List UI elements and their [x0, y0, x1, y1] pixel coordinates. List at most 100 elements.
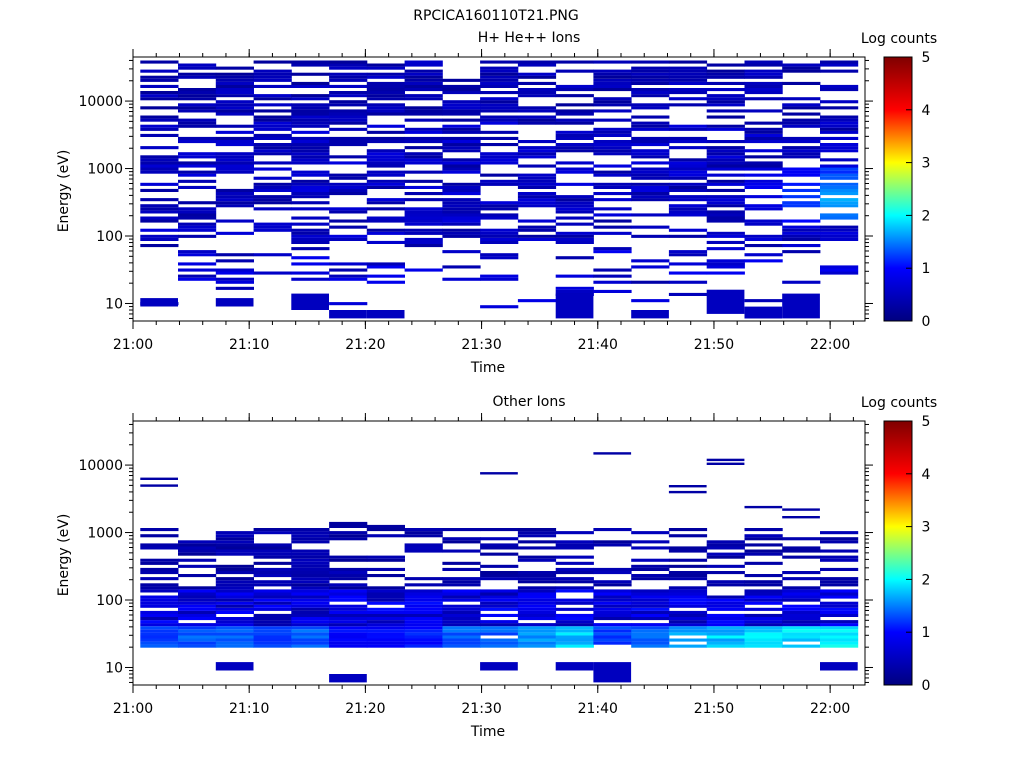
data-cell — [820, 69, 859, 73]
data-cell — [140, 164, 179, 168]
data-cell — [253, 592, 292, 596]
data-cell — [593, 617, 632, 621]
data-cell — [480, 537, 519, 541]
data-cell — [253, 543, 292, 547]
data-cell — [366, 94, 405, 98]
data-cell — [631, 589, 670, 593]
data-cell — [517, 531, 557, 535]
data-cell — [517, 644, 557, 648]
data-cell — [706, 458, 745, 462]
data-cell — [631, 91, 670, 95]
data-cell — [404, 136, 443, 140]
data-cell — [744, 219, 783, 223]
data-cell — [215, 662, 254, 671]
data-cell — [668, 595, 708, 599]
data-cell — [329, 613, 368, 617]
data-cell — [329, 574, 368, 578]
data-cell — [480, 72, 519, 76]
data-cell — [178, 558, 217, 562]
data-cell — [517, 607, 557, 611]
data-cell — [178, 552, 217, 556]
data-cell — [593, 632, 632, 636]
data-cell — [593, 231, 632, 235]
data-cell — [329, 188, 368, 192]
data-cell — [480, 69, 519, 73]
data-cell — [140, 60, 179, 64]
data-cell — [253, 617, 292, 621]
data-cell — [215, 567, 254, 571]
data-cell — [291, 237, 330, 241]
data-cell — [593, 118, 632, 122]
data-cell — [555, 201, 594, 205]
data-cell — [291, 586, 330, 590]
data-cell — [706, 234, 745, 238]
data-cell — [442, 136, 481, 140]
data-cell — [178, 185, 217, 189]
data-cell — [820, 558, 859, 562]
data-cell — [178, 72, 217, 76]
data-cell — [555, 143, 594, 147]
data-cell — [178, 543, 217, 547]
data-cell — [555, 237, 594, 241]
data-cell — [329, 234, 368, 238]
data-cell — [820, 231, 859, 235]
data-cell — [178, 121, 217, 125]
data-cell — [291, 595, 330, 599]
data-cell — [140, 632, 179, 636]
data-cell — [442, 198, 481, 202]
data-cell — [253, 103, 292, 107]
data-cell — [291, 112, 330, 116]
data-cell — [215, 586, 254, 590]
data-cell — [820, 577, 859, 581]
data-cell — [329, 176, 368, 180]
data-cell — [593, 100, 632, 104]
data-cell — [215, 78, 254, 82]
data-cell — [442, 234, 481, 238]
data-cell — [140, 477, 178, 480]
data-cell — [744, 69, 783, 73]
data-cell — [555, 84, 594, 88]
data-cell — [517, 586, 557, 590]
data-cell — [706, 604, 745, 608]
data-cell — [178, 210, 217, 214]
data-cell — [253, 641, 292, 645]
data-cell — [782, 97, 821, 101]
data-cell — [404, 97, 443, 101]
data-cell — [668, 164, 708, 168]
data-cell — [593, 607, 632, 611]
data-cell — [329, 262, 368, 266]
data-cell — [215, 620, 254, 624]
data-cell — [253, 632, 292, 636]
data-cell — [253, 97, 292, 101]
data-cell — [631, 225, 670, 229]
data-cell — [291, 626, 330, 630]
data-cell — [668, 571, 708, 575]
data-cell — [291, 623, 330, 627]
colorbar-tick-label: 4 — [922, 467, 931, 483]
data-cell — [442, 130, 481, 134]
data-cell — [404, 88, 443, 92]
data-cell — [706, 571, 745, 575]
data-cell — [178, 75, 217, 79]
data-cell — [329, 219, 368, 223]
data-cell — [291, 620, 330, 624]
data-cell — [668, 610, 708, 614]
data-cell — [140, 598, 179, 602]
data-cell — [329, 192, 368, 196]
data-cell — [480, 604, 519, 608]
data-cell — [820, 124, 859, 128]
data-cell — [404, 210, 443, 214]
data-cell — [668, 140, 708, 144]
data-cell — [706, 607, 745, 611]
data-cell — [593, 182, 632, 186]
data-cell — [215, 564, 254, 568]
data-cell — [820, 146, 859, 150]
data-cell — [744, 173, 783, 177]
data-cell — [178, 268, 217, 272]
data-cell — [555, 617, 594, 621]
data-cell — [668, 234, 708, 238]
data-cell — [366, 140, 405, 144]
data-cell — [442, 228, 481, 232]
data-cell — [480, 528, 519, 532]
data-cell — [706, 620, 745, 624]
